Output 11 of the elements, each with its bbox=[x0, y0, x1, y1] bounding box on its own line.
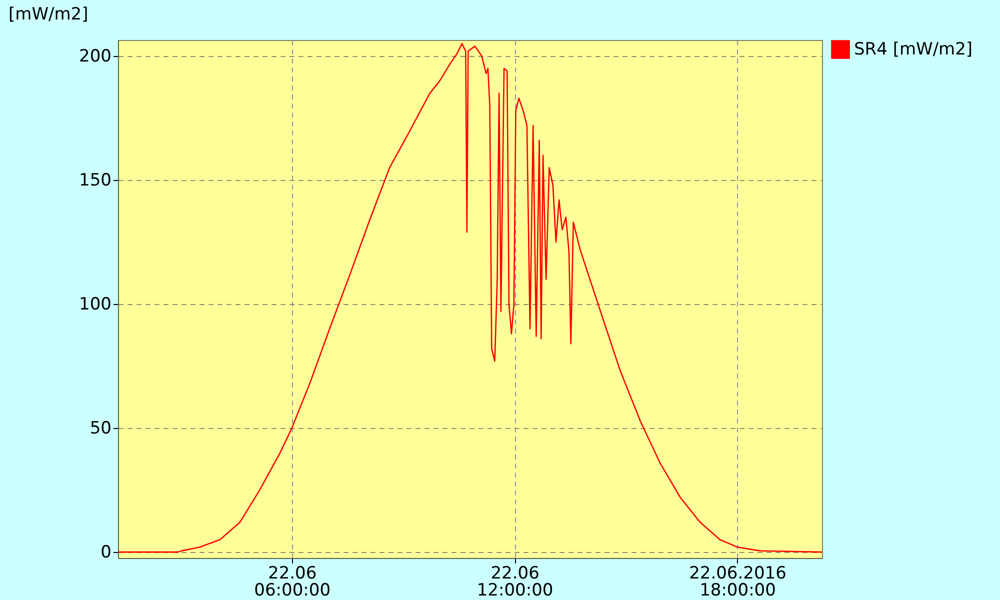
x-tick-label: 22.06 12:00:00 bbox=[476, 564, 554, 600]
y-axis-title: [mW/m2] bbox=[8, 4, 88, 24]
x-tick-label: 22.06 06:00:00 bbox=[254, 564, 331, 600]
y-tick-label: 200 bbox=[79, 46, 112, 67]
line-series bbox=[117, 43, 823, 553]
y-tick-label: 0 bbox=[100, 542, 112, 563]
y-tick-label: 100 bbox=[79, 294, 112, 315]
legend-label: SR4 [mW/m2] bbox=[854, 40, 973, 60]
x-tick-label: 22.06.2016 18:00:00 bbox=[689, 564, 786, 600]
y-tick-label: 50 bbox=[90, 418, 112, 439]
y-tick-label: 150 bbox=[79, 170, 112, 191]
